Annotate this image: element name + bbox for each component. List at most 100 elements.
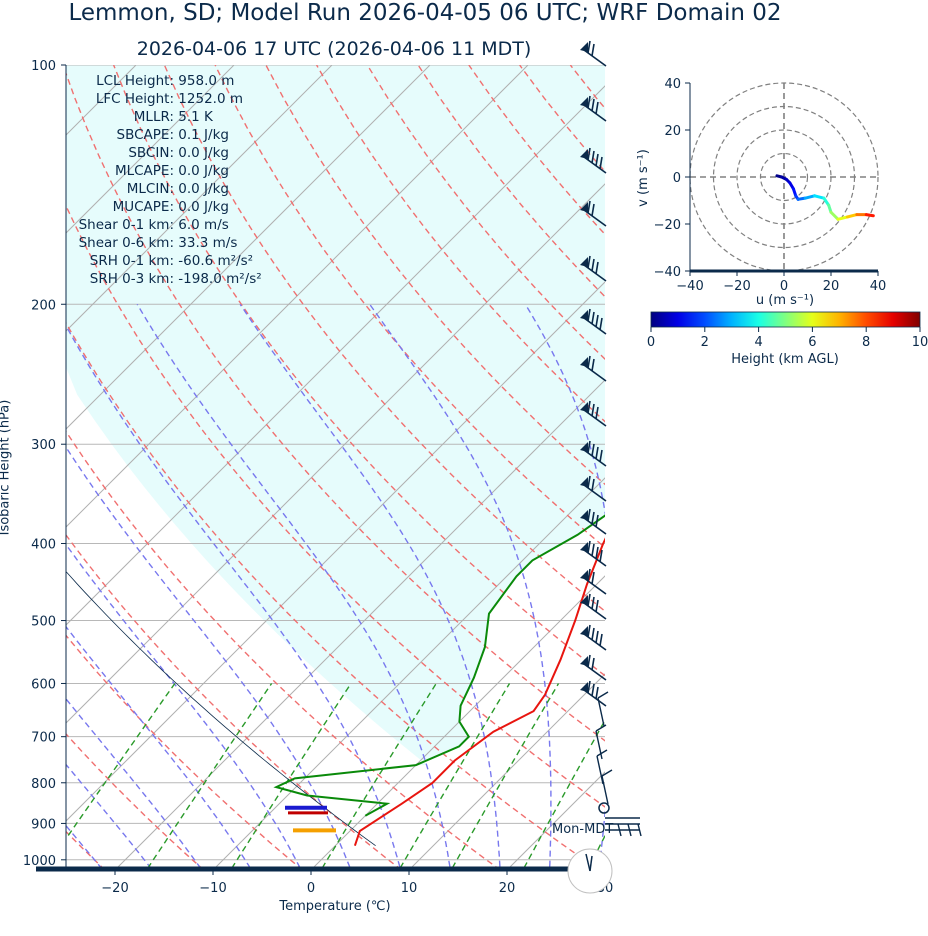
barb-flag [599, 156, 603, 170]
barb-pennant [580, 656, 588, 666]
isotherm [66, 65, 529, 528]
isotherm [66, 65, 333, 332]
barb-flag [595, 514, 599, 528]
stat-value: 0.1 J/kg [178, 127, 229, 143]
clock-icon [567, 848, 613, 894]
barb-flag [595, 546, 599, 560]
stat-label: SRH 0-3 km: [89, 271, 174, 287]
barb-flag [587, 475, 591, 489]
barb-flag [595, 153, 599, 167]
stat-row: MLCAPE: 0.0 J/kg [66, 162, 262, 180]
stat-label: SBCIN: [128, 145, 174, 161]
wind-barb [597, 691, 609, 727]
hodo-y-tick-label: 20 [664, 124, 681, 139]
barb-flag [591, 258, 595, 272]
wind-barb [580, 308, 607, 335]
clock-hand [585, 853, 591, 872]
hodo-y-tick-label: −40 [654, 265, 681, 280]
stat-label: LFC Height: [95, 91, 174, 107]
barb-flag [591, 443, 595, 457]
stat-value: 958.0 m [178, 73, 235, 89]
wind-barb [580, 654, 607, 681]
isotherm [66, 65, 235, 234]
stat-value: 33.3 m/s [178, 235, 238, 251]
barb-flag [591, 358, 595, 372]
barb-flag [599, 449, 603, 463]
barb-flag [595, 101, 599, 115]
cape-shading [66, 65, 605, 766]
barb-flag [587, 200, 591, 214]
barb-flag [595, 446, 599, 460]
wind-barb [580, 355, 607, 382]
barb-flag [591, 311, 595, 325]
barb-flag [587, 624, 591, 638]
x-tick-label: −10 [199, 881, 226, 896]
chart-subtitle: 2026-04-06 17 UTC (2026-04-06 11 MDT) [136, 38, 532, 60]
wind-barb [580, 624, 607, 651]
isotherm [114, 379, 605, 870]
wind-barb [601, 769, 613, 805]
isotherm [66, 65, 431, 430]
barb-flag [587, 568, 591, 582]
hodo-x-tick-label: −20 [723, 279, 750, 294]
moist-adiabat [66, 445, 352, 870]
x-tick-label: 10 [401, 881, 418, 896]
barb-flag [591, 150, 595, 164]
wind-barb [580, 568, 607, 595]
stat-value: -198.0 m²/s² [178, 271, 262, 287]
hodo-y-tick-label: 40 [664, 77, 681, 92]
barb-flag [591, 657, 595, 671]
y-tick-label: 200 [31, 298, 56, 313]
stat-label: SBCAPE: [116, 127, 174, 143]
wind-barb [580, 95, 607, 122]
moist-adiabat [66, 697, 203, 870]
barb-flag [595, 261, 599, 275]
barb-flag [591, 596, 595, 610]
dry-adiabat [163, 65, 605, 613]
barb-flag [591, 571, 595, 585]
barb-flag [599, 317, 603, 331]
barb-flag [597, 691, 609, 699]
calm-wind-circle [598, 802, 610, 814]
barb-flag [587, 593, 591, 607]
barb-staff [601, 775, 609, 805]
stat-value: 0.0 J/kg [178, 199, 229, 215]
y-axis-label: Isobaric Height (hPa) [0, 399, 13, 536]
mixing-ratio-line [66, 683, 176, 840]
barb-flag [587, 540, 591, 554]
stat-value: -60.6 m²/s² [178, 253, 254, 269]
wind-barb [580, 255, 607, 282]
stat-label: MLCIN: [126, 181, 174, 197]
wind-barb [580, 440, 607, 467]
barb-pennant [580, 149, 588, 159]
isotherm [66, 85, 605, 626]
hodograph-y-label: v (m s⁻¹) [636, 149, 651, 207]
stat-row: Shear 0-6 km: 33.3 m/s [66, 234, 262, 252]
barb-pennant [580, 542, 588, 552]
y-tick-label: 1000 [23, 854, 56, 869]
hodograph-segment [836, 215, 849, 221]
barb-flag [587, 255, 591, 269]
hodograph-segment [829, 210, 840, 221]
x-tick-label: 0 [307, 881, 315, 896]
moist-adiabat [239, 303, 501, 870]
wind-barb [580, 475, 607, 502]
sounding-stats: LCL Height: 958.0 m LFC Height: 1252.0 m… [66, 72, 262, 288]
dry-adiabat [66, 430, 501, 870]
mixing-ratio-line [586, 834, 605, 870]
barb-flag [587, 400, 591, 414]
moist-adiabat [66, 543, 302, 870]
barb-pennant [580, 357, 588, 367]
barb-flag [587, 440, 591, 454]
stat-label: MUCAPE: [112, 199, 174, 215]
barb-flag [591, 203, 595, 217]
stat-row: MLCIN: 0.0 J/kg [66, 180, 262, 198]
y-tick-label: 600 [31, 677, 56, 692]
stat-label: Shear 0-1 km: [78, 217, 174, 233]
barb-pennant [580, 310, 588, 320]
wind-barb [580, 593, 607, 620]
barb-flag [599, 633, 603, 647]
barb-flag [591, 43, 595, 57]
wind-barb [580, 40, 607, 67]
wind-barb [580, 400, 607, 427]
